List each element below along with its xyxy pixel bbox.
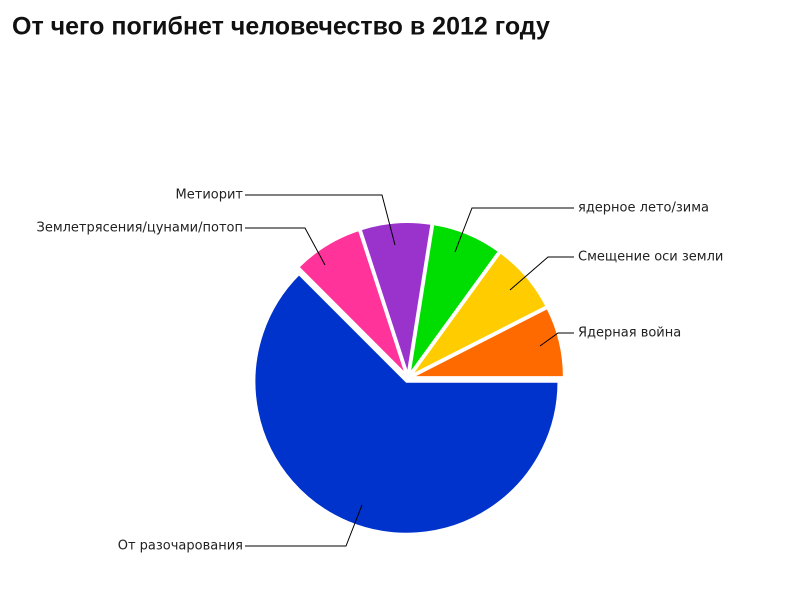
slice-label: Землетрясения/цунами/потоп [36, 221, 243, 236]
leader-line [245, 227, 326, 266]
pie-slice [411, 306, 565, 379]
chart-title: От чего погибнет человечество в 2012 год… [12, 13, 550, 41]
slice-label: От разочарования [118, 539, 243, 554]
leader-line [245, 504, 363, 547]
slice-label: ядерное лето/зима [578, 201, 709, 216]
pie-slice [408, 223, 501, 375]
pie-slice [297, 228, 407, 376]
leader-line [454, 207, 574, 253]
slice-label: Ядерная война [578, 326, 681, 341]
slice-label: Метиорит [176, 188, 244, 203]
pie-slice [253, 272, 560, 535]
leader-line [245, 194, 396, 246]
leader-line [539, 332, 574, 347]
slice-label: Смещение оси земли [578, 250, 723, 265]
pie-slice [410, 251, 548, 377]
pie-slice [359, 221, 433, 375]
leader-line [509, 256, 574, 291]
